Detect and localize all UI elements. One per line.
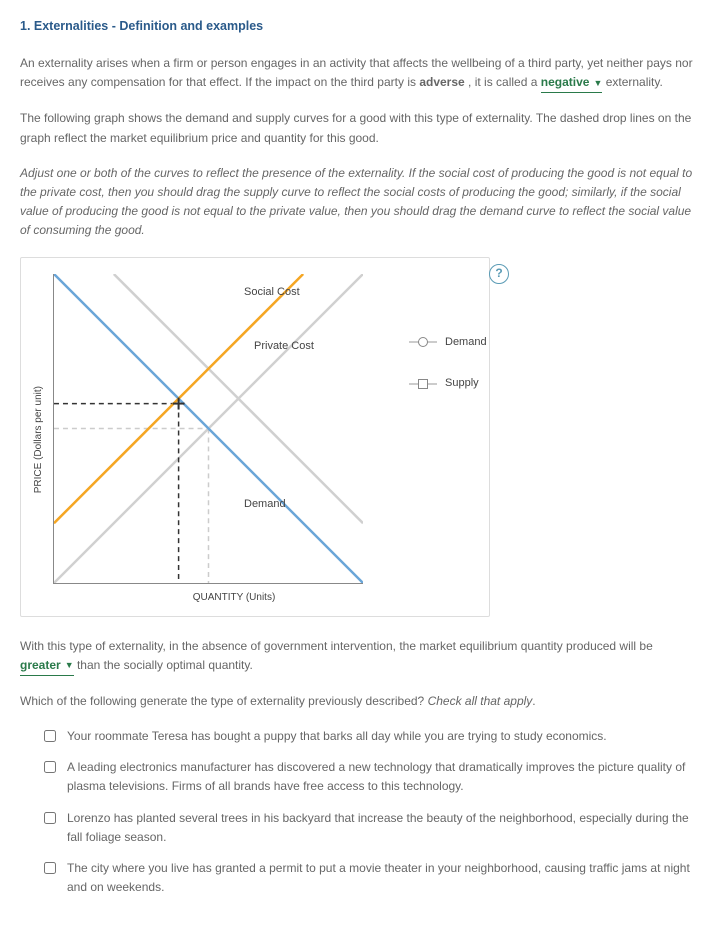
text: , it is called a bbox=[468, 75, 541, 89]
y-axis-label: PRICE (Dollars per unit) bbox=[31, 386, 47, 493]
text: Which of the following generate the type… bbox=[20, 694, 428, 708]
option-text: The city where you live has granted a pe… bbox=[67, 859, 702, 897]
intro-paragraph-1: An externality arises when a firm or per… bbox=[20, 54, 702, 93]
intro-paragraph-2: The following graph shows the demand and… bbox=[20, 109, 702, 147]
supply-swatch-icon bbox=[409, 383, 437, 385]
option-checkbox[interactable] bbox=[44, 730, 56, 742]
option-text: A leading electronics manufacturer has d… bbox=[67, 758, 702, 796]
adverse-word: adverse bbox=[419, 75, 464, 89]
chart-container: ? PRICE (Dollars per unit) Social Cost P… bbox=[20, 257, 490, 617]
option-item: Your roommate Teresa has bought a puppy … bbox=[40, 727, 702, 746]
option-item: Lorenzo has planted several trees in his… bbox=[40, 809, 702, 847]
option-checkbox[interactable] bbox=[44, 862, 56, 874]
checklist-question: Which of the following generate the type… bbox=[20, 692, 702, 711]
option-checkbox[interactable] bbox=[44, 812, 56, 824]
externality-type-dropdown[interactable]: negative ▼ bbox=[541, 73, 603, 93]
question-title: 1. Externalities - Definition and exampl… bbox=[20, 16, 702, 36]
text: . bbox=[532, 694, 535, 708]
option-text: Lorenzo has planted several trees in his… bbox=[67, 809, 702, 847]
result-paragraph: With this type of externality, in the ab… bbox=[20, 637, 702, 676]
option-checkbox[interactable] bbox=[44, 761, 56, 773]
x-axis-label: QUANTITY (Units) bbox=[79, 590, 389, 606]
legend-supply[interactable]: Supply bbox=[409, 375, 487, 393]
legend-demand-label: Demand bbox=[445, 334, 487, 352]
help-button[interactable]: ? bbox=[489, 264, 509, 284]
chart-legend: Demand Supply bbox=[409, 274, 487, 417]
chevron-down-icon: ▼ bbox=[65, 658, 74, 672]
legend-supply-label: Supply bbox=[445, 375, 479, 393]
option-item: The city where you live has granted a pe… bbox=[40, 859, 702, 897]
option-text: Your roommate Teresa has bought a puppy … bbox=[67, 727, 607, 746]
instruction-paragraph: Adjust one or both of the curves to refl… bbox=[20, 164, 702, 241]
comparison-dropdown[interactable]: greater ▼ bbox=[20, 656, 74, 676]
demand-label: Demand bbox=[244, 496, 286, 514]
question-hint: Check all that apply bbox=[428, 694, 533, 708]
text: With this type of externality, in the ab… bbox=[20, 639, 653, 653]
dropdown-value: negative bbox=[541, 73, 590, 92]
chart-plot[interactable]: Social Cost Private Cost Demand bbox=[53, 274, 363, 584]
option-item: A leading electronics manufacturer has d… bbox=[40, 758, 702, 796]
chart-svg bbox=[54, 274, 363, 583]
legend-demand[interactable]: Demand bbox=[409, 334, 487, 352]
text: than the socially optimal quantity. bbox=[77, 658, 253, 672]
dropdown-value: greater bbox=[20, 656, 61, 675]
demand-swatch-icon bbox=[409, 341, 437, 343]
text: externality. bbox=[606, 75, 663, 89]
plot-svg bbox=[54, 274, 363, 583]
options-list: Your roommate Teresa has bought a puppy … bbox=[40, 727, 702, 897]
social-cost-label: Social Cost bbox=[244, 284, 300, 302]
chevron-down-icon: ▼ bbox=[593, 76, 602, 90]
private-cost-label: Private Cost bbox=[254, 338, 314, 356]
